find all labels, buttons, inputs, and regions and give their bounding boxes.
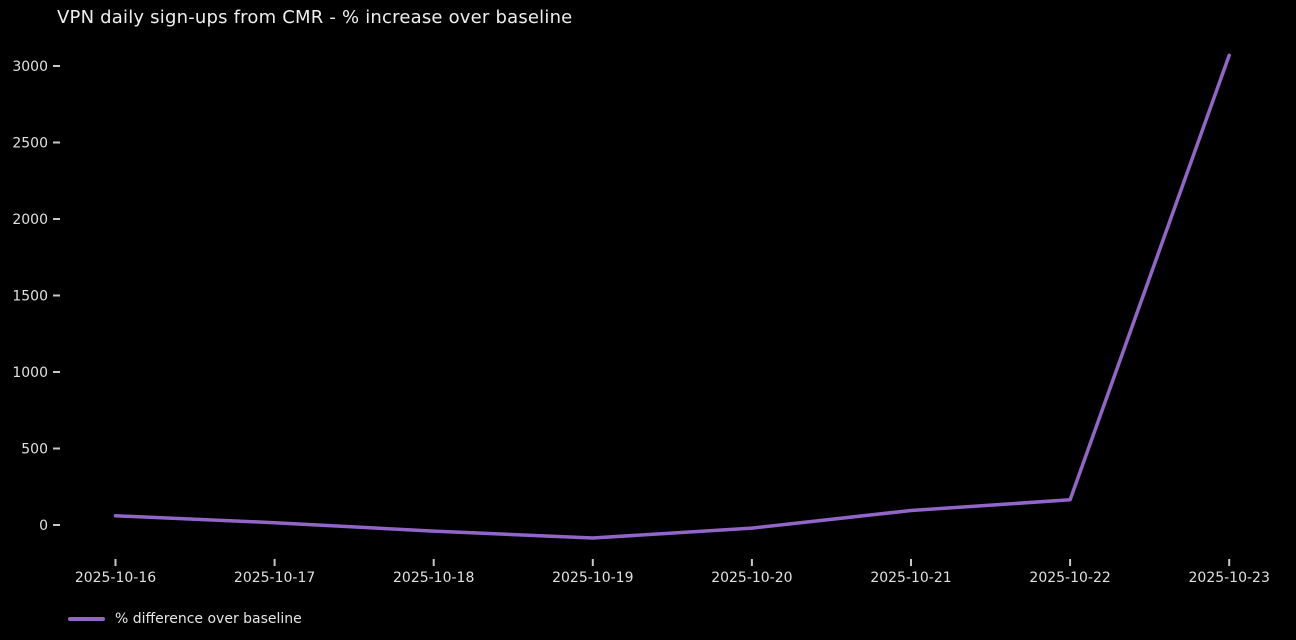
series-line [113, 53, 1231, 540]
x-tick-label: 2025-10-16 [75, 570, 156, 586]
x-tick-label: 2025-10-20 [711, 570, 792, 586]
y-tick-label: 3000 [12, 59, 48, 75]
x-tick-label: 2025-10-22 [1029, 570, 1110, 586]
legend-label: % difference over baseline [115, 611, 302, 627]
y-tick-label: 500 [21, 442, 48, 458]
legend-line-swatch [68, 617, 105, 621]
y-tick-label: 0 [39, 518, 48, 534]
y-tick-label: 2000 [12, 212, 48, 228]
x-tick-label: 2025-10-23 [1189, 570, 1270, 586]
chart-title: VPN daily sign-ups from CMR - % increase… [57, 7, 573, 28]
y-tick-label: 1500 [12, 289, 48, 305]
x-tick-label: 2025-10-17 [234, 570, 315, 586]
y-tick-label: 2500 [12, 136, 48, 152]
legend: % difference over baseline [68, 608, 302, 630]
x-tick-label: 2025-10-19 [552, 570, 633, 586]
x-tick-label: 2025-10-18 [393, 570, 474, 586]
y-tick-label: 1000 [12, 365, 48, 381]
x-tick-label: 2025-10-21 [870, 570, 951, 586]
